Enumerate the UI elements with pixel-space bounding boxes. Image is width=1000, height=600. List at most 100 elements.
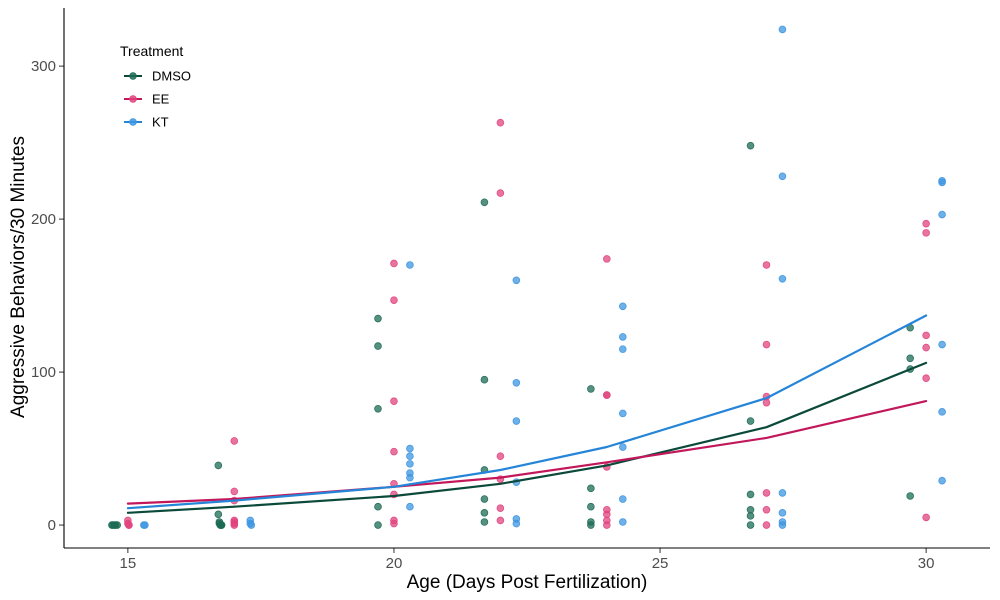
kt-point	[778, 172, 787, 181]
kt-point	[938, 210, 946, 219]
legend-label-dmso: DMSO	[152, 69, 191, 84]
x-tick-label: 30	[918, 555, 935, 572]
kt-point	[247, 521, 256, 529]
legend-title: Treatment	[120, 43, 183, 59]
y-tick-label: 200	[31, 211, 56, 228]
legend-marker-dmso	[129, 72, 137, 80]
x-axis-title: Age (Days Post Fertilization)	[407, 572, 648, 593]
ee-point	[762, 489, 771, 497]
kt-point	[618, 518, 627, 526]
kt-point	[406, 460, 414, 468]
kt-point	[618, 443, 627, 451]
dmso-point	[906, 354, 914, 363]
kt-point	[406, 452, 414, 461]
kt-point	[512, 276, 521, 285]
dmso-point	[374, 404, 382, 413]
kt-point	[618, 345, 627, 353]
dmso-point	[374, 502, 382, 511]
dmso-point	[374, 521, 382, 529]
ee-point	[230, 487, 239, 496]
ee-point	[230, 521, 239, 529]
ee-point	[762, 340, 771, 349]
legend-marker-kt	[129, 118, 137, 126]
kt-trend-line	[126, 314, 928, 510]
y-tick-label: 0	[48, 517, 56, 534]
trend-lines	[126, 314, 928, 514]
ee-point	[922, 343, 930, 352]
kt-point	[778, 509, 787, 517]
y-axis-ticks: 0 100 200 300	[31, 58, 64, 534]
kt-point	[618, 302, 627, 311]
data-points	[108, 25, 946, 529]
legend-items: DMSO EE KT	[124, 69, 191, 130]
kt-point	[938, 476, 946, 485]
dmso-trend-line	[126, 361, 928, 514]
ee-point	[762, 398, 771, 407]
dmso-point	[587, 502, 595, 511]
dmso-point	[906, 492, 914, 500]
ee-point	[125, 521, 133, 529]
dmso-point	[480, 198, 489, 207]
dmso-point	[746, 521, 755, 529]
ee-point	[390, 519, 398, 528]
legend-label-ee: EE	[152, 92, 170, 107]
ee-point	[603, 255, 611, 263]
kt-point	[938, 408, 946, 416]
dmso-point	[746, 490, 755, 499]
ee-point	[496, 516, 505, 525]
dmso-point	[480, 509, 489, 517]
ee-point	[922, 331, 930, 340]
dmso-point	[214, 510, 223, 519]
ee-point	[390, 397, 398, 405]
legend: Treatment DMSO EE KT	[120, 43, 191, 130]
dmso-point	[746, 417, 755, 425]
kt-point	[512, 378, 521, 387]
ee-point	[922, 374, 930, 382]
dmso-point	[587, 385, 595, 393]
dmso-point	[746, 141, 755, 150]
kt-point	[778, 25, 787, 34]
y-tick-label: 100	[31, 364, 56, 381]
kt-point	[618, 409, 627, 418]
kt-point	[938, 178, 946, 187]
ee-point	[762, 261, 771, 269]
ee-point	[603, 391, 611, 399]
dmso-point	[214, 461, 223, 470]
kt-point	[938, 340, 946, 349]
kt-point	[406, 261, 414, 269]
dmso-point	[480, 375, 489, 384]
kt-point	[406, 444, 414, 453]
dmso-point	[587, 484, 595, 493]
dmso-point	[217, 521, 226, 529]
ee-point	[390, 296, 398, 304]
ee-point	[390, 259, 398, 268]
kt-point	[512, 417, 521, 425]
ee-point	[603, 521, 611, 529]
x-axis-ticks: 15 20 25 30	[120, 548, 935, 572]
y-tick-label: 300	[31, 58, 56, 75]
dmso-point	[374, 342, 382, 350]
y-axis-title: Aggressive Behaviors/30 Minutes	[8, 136, 29, 418]
dmso-point	[587, 521, 595, 529]
kt-point	[141, 521, 149, 529]
ee-point	[496, 504, 505, 513]
legend-label-kt: KT	[152, 115, 169, 130]
kt-point	[618, 333, 627, 341]
x-tick-label: 15	[120, 555, 137, 572]
ee-point	[496, 189, 505, 197]
kt-point	[778, 489, 787, 497]
dmso-point	[746, 512, 755, 520]
dmso-point	[374, 314, 382, 323]
kt-point	[512, 519, 521, 528]
ee-point	[496, 118, 505, 127]
x-tick-label: 25	[652, 555, 669, 572]
ee-point	[922, 229, 930, 237]
ee-point	[762, 505, 771, 514]
ee-point	[762, 521, 771, 529]
ee-point	[390, 447, 398, 456]
kt-point	[406, 473, 414, 482]
x-tick-label: 20	[386, 555, 403, 572]
ee-point	[922, 219, 930, 228]
legend-marker-ee	[129, 95, 137, 103]
